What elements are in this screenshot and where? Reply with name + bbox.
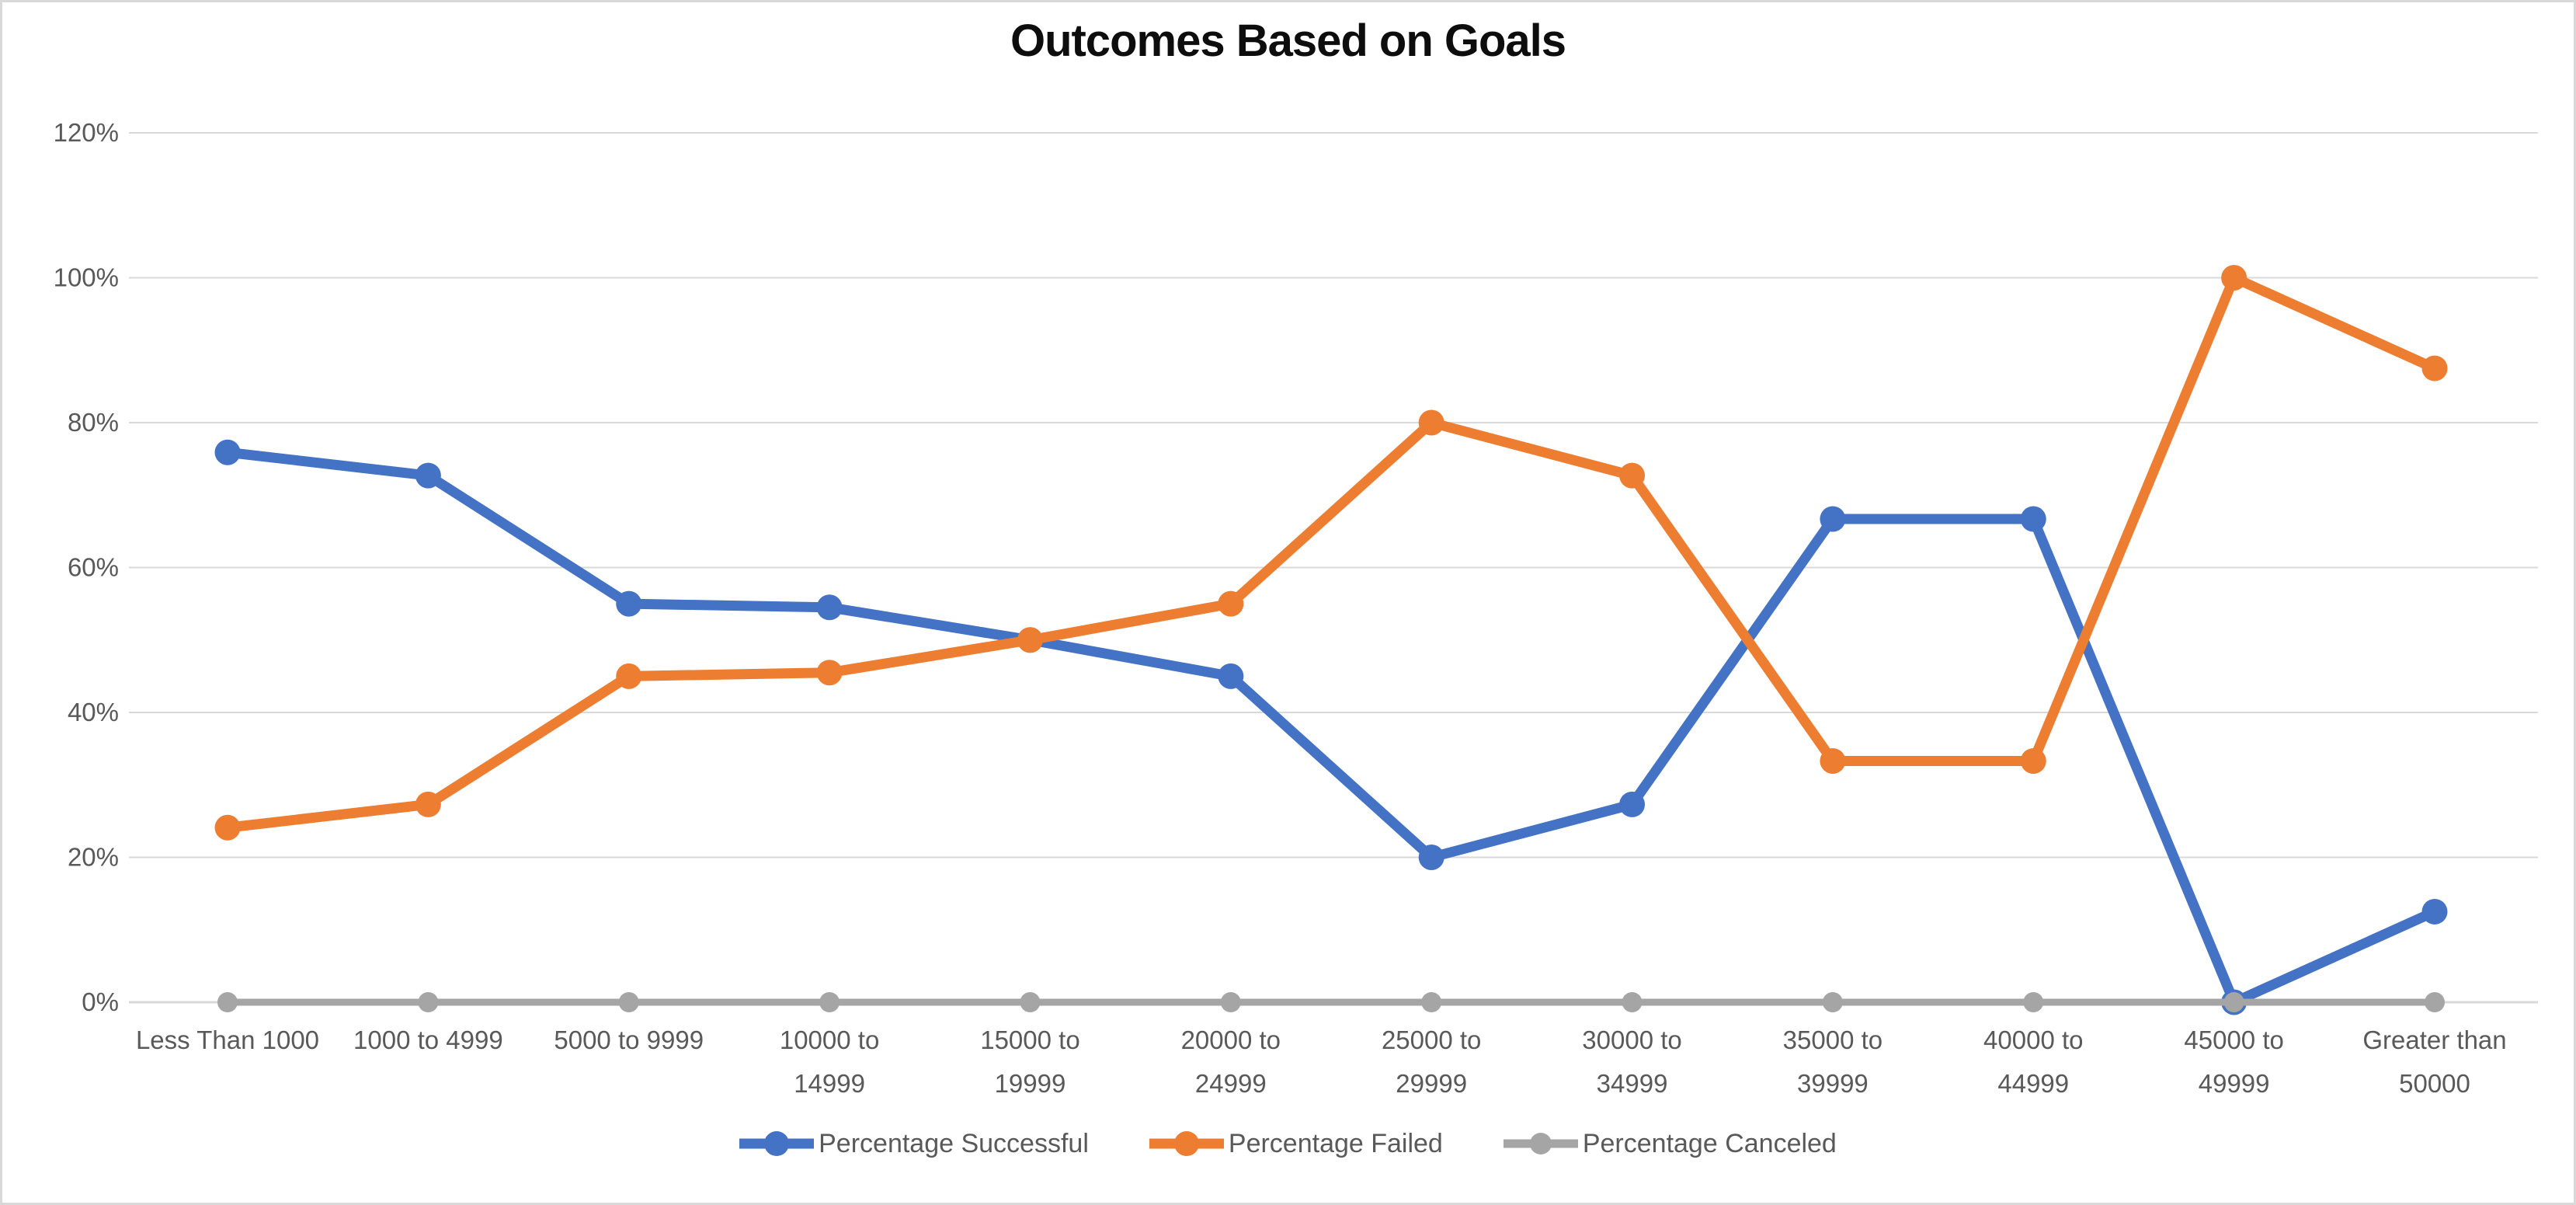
data-point-marker-percentage-canceled — [618, 992, 639, 1012]
data-point-marker-percentage-failed — [1218, 590, 1244, 617]
x-axis-label: 19999 — [995, 1069, 1066, 1098]
x-axis-label: 45000 to — [2184, 1026, 2283, 1054]
data-point-marker-percentage-successful — [2421, 898, 2448, 925]
x-axis-label: 44999 — [1997, 1069, 2069, 1098]
y-axis-tick-label: 20% — [68, 843, 119, 872]
x-axis-label: 30000 to — [1582, 1026, 1681, 1054]
data-point-marker-percentage-failed — [214, 814, 241, 841]
legend-marker-percentage-failed — [1149, 1131, 1224, 1156]
y-axis-tick-label: 0% — [82, 987, 119, 1016]
data-point-marker-percentage-successful — [816, 594, 843, 621]
data-point-marker-percentage-successful — [1619, 791, 1646, 817]
x-axis-label: 24999 — [1195, 1069, 1267, 1098]
x-axis-label: 1000 to 4999 — [353, 1026, 503, 1054]
legend-marker-percentage-successful — [739, 1131, 815, 1156]
x-axis-label: Less Than 1000 — [136, 1026, 319, 1054]
x-axis-label: 10000 to — [780, 1026, 879, 1054]
data-point-marker-percentage-successful — [2020, 506, 2046, 532]
x-axis-label: 15000 to — [980, 1026, 1079, 1054]
x-axis-label: 29999 — [1396, 1069, 1467, 1098]
data-point-marker-percentage-canceled — [1622, 992, 1643, 1012]
data-point-marker-percentage-canceled — [217, 992, 238, 1012]
data-point-marker-percentage-canceled — [1220, 992, 1241, 1012]
data-point-marker-percentage-failed — [1619, 462, 1646, 489]
y-axis-tick-label: 80% — [68, 408, 119, 437]
data-point-marker-percentage-failed — [2020, 747, 2046, 774]
data-point-marker-percentage-failed — [616, 663, 642, 689]
x-axis-label: 49999 — [2199, 1069, 2270, 1098]
y-axis-tick-label: 120% — [54, 118, 119, 147]
data-point-marker-percentage-successful — [1418, 845, 1444, 870]
x-axis-label: Greater than — [2362, 1026, 2506, 1054]
data-point-marker-percentage-failed — [1820, 747, 1846, 774]
data-point-marker-percentage-failed — [415, 791, 441, 817]
data-point-marker-percentage-failed — [1418, 409, 1444, 436]
y-axis-tick-label: 60% — [68, 553, 119, 582]
data-point-marker-percentage-canceled — [418, 992, 439, 1012]
data-point-marker-percentage-canceled — [1020, 992, 1041, 1012]
legend-label-percentage-failed: Percentage Failed — [1228, 1128, 1443, 1158]
data-point-marker-percentage-successful — [214, 439, 241, 465]
x-axis-label: 14999 — [794, 1069, 865, 1098]
data-point-marker-percentage-canceled — [819, 992, 840, 1012]
data-point-marker-percentage-failed — [1017, 627, 1043, 653]
data-point-marker-percentage-failed — [2421, 355, 2448, 381]
data-point-marker-percentage-successful — [1218, 663, 1244, 689]
x-axis-label: 5000 to 9999 — [554, 1026, 704, 1054]
legend-label-percentage-successful: Percentage Successful — [819, 1128, 1089, 1158]
y-axis-tick-label: 40% — [68, 698, 119, 726]
data-point-marker-percentage-canceled — [1421, 992, 1442, 1012]
data-point-marker-percentage-successful — [616, 590, 642, 617]
x-axis-label: 20000 to — [1181, 1026, 1281, 1054]
legend-item-percentage-failed: Percentage Failed — [1149, 1128, 1443, 1159]
data-point-marker-percentage-failed — [816, 660, 843, 686]
data-point-marker-percentage-canceled — [2023, 992, 2044, 1012]
x-axis-label: 25000 to — [1382, 1026, 1481, 1054]
chart-title: Outcomes Based on Goals — [1010, 16, 1566, 66]
x-axis-label: 40000 to — [1983, 1026, 2083, 1054]
data-point-marker-percentage-successful — [415, 462, 441, 489]
data-point-marker-percentage-successful — [1820, 506, 1846, 532]
legend-marker-percentage-canceled — [1503, 1133, 1578, 1155]
legend-item-percentage-canceled: Percentage Canceled — [1503, 1128, 1837, 1159]
series-line-percentage-failed — [222, 273, 2440, 833]
legend-item-percentage-successful: Percentage Successful — [739, 1128, 1089, 1159]
legend-label-percentage-canceled: Percentage Canceled — [1582, 1128, 1837, 1158]
data-point-marker-percentage-canceled — [2425, 992, 2445, 1012]
x-axis-label: 34999 — [1597, 1069, 1668, 1098]
data-point-marker-percentage-canceled — [2223, 992, 2244, 1012]
x-axis-label: 35000 to — [1783, 1026, 1882, 1054]
data-point-marker-percentage-failed — [2221, 265, 2247, 291]
data-point-marker-percentage-canceled — [1822, 992, 1843, 1012]
x-axis-label: 50000 — [2399, 1069, 2470, 1098]
chart-legend: Percentage Successful Percentage Failed … — [2, 1118, 2574, 1169]
series-line-percentage-successful — [222, 447, 2440, 1008]
x-axis-label: 39999 — [1797, 1069, 1869, 1098]
y-axis-tick-label: 100% — [54, 263, 119, 292]
